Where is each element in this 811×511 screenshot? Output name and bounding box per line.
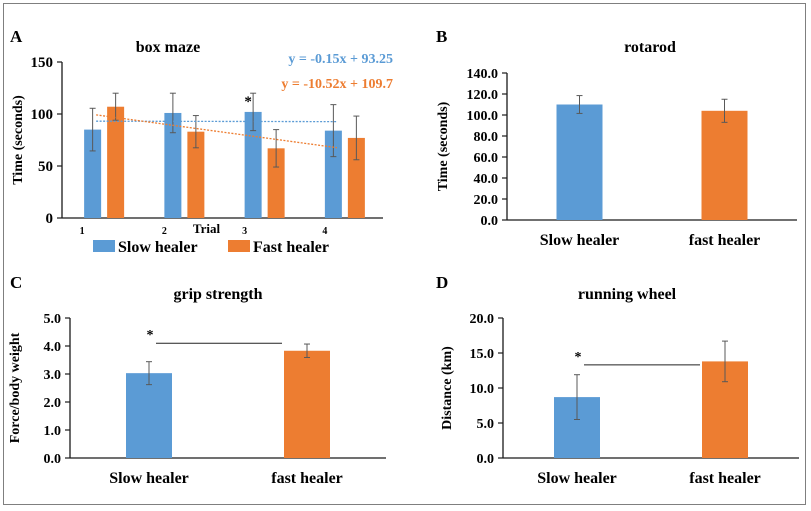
significance-asterisk: * <box>244 94 252 110</box>
x-tick-label: 1 <box>80 226 85 237</box>
bar-fast-healer <box>284 350 330 458</box>
y-tick-label: 0 <box>46 211 54 227</box>
y-tick-label: 2.0 <box>44 396 62 411</box>
y-tick-label: 20.0 <box>470 312 495 327</box>
y-axis-label: Time (seconds) <box>11 95 26 185</box>
bar-fast-trial-3 <box>267 148 285 218</box>
panel-label: D <box>436 273 448 292</box>
y-tick-label: 1.0 <box>44 424 62 439</box>
bar-fast-trial-1 <box>107 106 125 218</box>
bar-slow-trial-2 <box>164 112 182 218</box>
trendline-equation: y = -0.15x + 93.25 <box>288 52 393 67</box>
y-tick-label: 5.0 <box>477 417 495 432</box>
y-tick-label: 20.0 <box>474 193 499 208</box>
y-axis-label: Time (seconds) <box>436 101 451 191</box>
y-tick-label: 3.0 <box>44 368 62 383</box>
y-tick-label: 60.0 <box>474 151 499 166</box>
x-tick-label: Slow healer <box>540 232 620 249</box>
significance-asterisk: * <box>575 350 582 365</box>
bar-slow-trial-3 <box>244 111 262 218</box>
y-tick-label: 140.0 <box>467 67 499 82</box>
x-tick-label: 3 <box>242 226 247 237</box>
x-tick-label: 2 <box>162 226 167 237</box>
x-tick-label: 4 <box>322 226 327 237</box>
chart-title: grip strength <box>173 286 262 303</box>
y-tick-label: 50 <box>38 159 53 175</box>
y-tick-label: 80.0 <box>474 130 499 145</box>
y-tick-label: 100.0 <box>467 109 499 124</box>
x-tick-label: Slow healer <box>537 470 617 487</box>
trendline-fast <box>96 114 337 149</box>
panel-label: C <box>10 273 22 292</box>
bar-slow-trial-1 <box>84 129 102 218</box>
y-tick-label: 0.0 <box>481 214 499 229</box>
bar-fast-trial-2 <box>187 131 205 218</box>
legend-label: Slow healer <box>118 239 198 256</box>
bar-fast-trial-4 <box>347 137 365 218</box>
bar-slow-trial-4 <box>324 130 342 218</box>
bar-slow-healer <box>556 104 603 220</box>
chart-title: box maze <box>136 39 200 56</box>
y-tick-label: 40.0 <box>474 172 499 187</box>
bar-fast-healer <box>701 110 748 220</box>
y-tick-label: 120.0 <box>467 88 499 103</box>
legend-swatch-slow <box>93 240 115 252</box>
panel-label: B <box>436 27 447 46</box>
y-tick-label: 10.0 <box>470 382 495 397</box>
x-axis-label: Trial <box>193 221 221 236</box>
chart-title: running wheel <box>578 286 677 303</box>
y-tick-label: 0.0 <box>477 452 495 467</box>
y-tick-label: 4.0 <box>44 340 62 355</box>
y-axis-label: Force/body weight <box>8 332 23 443</box>
legend-swatch-fast <box>228 240 250 252</box>
y-axis-label: Distance (km) <box>440 346 455 430</box>
y-tick-label: 5.0 <box>44 312 62 327</box>
x-tick-label: fast healer <box>689 470 761 487</box>
significance-asterisk: * <box>147 328 154 343</box>
x-tick-label: fast healer <box>689 232 761 249</box>
panel-label: A <box>10 27 23 46</box>
x-tick-label: fast healer <box>271 470 343 487</box>
trendline-equation: y = -10.52x + 109.7 <box>281 77 393 92</box>
y-tick-label: 100 <box>31 107 54 123</box>
x-tick-label: Slow healer <box>109 470 189 487</box>
y-tick-label: 150 <box>31 55 54 71</box>
y-tick-label: 0.0 <box>44 452 62 467</box>
bar-slow-healer <box>126 373 172 458</box>
y-tick-label: 15.0 <box>470 347 495 362</box>
legend-label: Fast healer <box>253 239 329 256</box>
chart-title: rotarod <box>624 39 676 56</box>
